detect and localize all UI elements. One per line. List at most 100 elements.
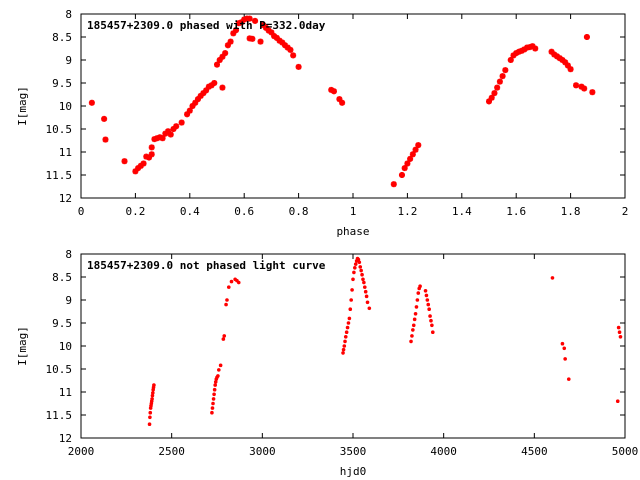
unphased-data-point — [430, 330, 435, 335]
phased-x-tick-label: 1.8 — [561, 205, 581, 218]
phased-axis-ticks: 0 0.2 0.4 0.6 0.8 1 1.2 1.4 1.6 1.8 2 8 8.5 9 9.5 10 10.… — [46, 8, 629, 218]
unphased-data-point — [224, 302, 228, 307]
phased-data-point — [222, 50, 229, 57]
unphased-data-point — [213, 380, 218, 384]
phased-data-point — [339, 99, 346, 106]
phased-data-point — [233, 27, 240, 34]
unphased-y-tick-label: 10 — [59, 340, 72, 353]
unphased-x-tick-label: 2000 — [68, 445, 95, 458]
unphased-data-point — [150, 393, 155, 398]
phased-data-point — [88, 99, 95, 106]
unphased-x-tick-label: 2500 — [158, 445, 185, 458]
unphased-data-point — [425, 298, 430, 302]
phased-data-points — [88, 15, 596, 188]
unphased-plot-title: 185457+2309.0 not phased light curve — [87, 259, 326, 272]
phased-data-point — [148, 151, 155, 158]
unphased-data-point — [211, 397, 216, 401]
unphased-data-point — [412, 317, 417, 322]
phased-x-tick-label: 0.6 — [234, 205, 254, 218]
phased-data-point — [407, 155, 414, 162]
phased-data-point — [211, 80, 218, 86]
unphased-data-point — [428, 314, 432, 318]
unphased-data-point — [343, 335, 348, 339]
unphased-data-point — [344, 330, 349, 335]
unphased-data-point — [411, 323, 416, 328]
unphased-data-point — [361, 277, 365, 282]
unphased-data-point — [225, 298, 229, 302]
unphased-data-point — [353, 262, 358, 266]
unphased-data-point — [147, 422, 152, 427]
phased-data-point — [246, 15, 253, 22]
unphased-data-point — [411, 328, 415, 332]
phased-y-tick-label: 9 — [65, 54, 72, 67]
phased-data-point — [488, 94, 495, 101]
unphased-data-point — [210, 406, 215, 410]
phased-data-point — [227, 38, 234, 45]
unphased-data-point — [563, 357, 567, 361]
unphased-y-tick-label: 8.5 — [52, 271, 72, 284]
phased-y-tick-label: 9.5 — [52, 77, 72, 90]
phased-x-tick-label: 1.4 — [452, 205, 472, 218]
phased-data-point — [409, 151, 416, 158]
phased-data-point — [287, 46, 294, 53]
unphased-data-point — [550, 276, 555, 280]
unphased-data-point — [617, 330, 622, 335]
unphased-data-point — [349, 298, 353, 302]
phased-data-point — [573, 82, 580, 89]
unphased-light-curve-panel: 2000 2500 3000 3500 4000 4500 5000 8 8.5 9 9.5 10 10… — [16, 248, 638, 478]
phased-data-point — [214, 61, 220, 68]
unphased-data-point — [367, 306, 372, 311]
unphased-data-point — [359, 268, 363, 273]
unphased-data-point — [347, 316, 352, 321]
unphased-data-point — [351, 277, 355, 282]
phased-data-point — [140, 160, 147, 167]
phased-data-point — [589, 89, 596, 96]
phased-data-point — [257, 38, 264, 45]
unphased-data-point — [616, 325, 621, 330]
unphased-x-tick-label: 4000 — [430, 445, 457, 458]
unphased-y-tick-label: 9.5 — [52, 317, 72, 330]
unphased-data-point — [352, 270, 356, 275]
phased-data-point — [167, 131, 174, 138]
phased-data-point — [295, 63, 302, 70]
unphased-data-point — [346, 321, 351, 325]
unphased-data-point — [222, 334, 227, 338]
unphased-x-axis-label: hjd0 — [340, 465, 367, 478]
unphased-data-point — [414, 305, 419, 309]
phased-data-point — [581, 85, 588, 92]
unphased-data-point — [211, 401, 215, 406]
unphased-data-point — [345, 325, 350, 330]
unphased-data-point — [566, 377, 571, 381]
unphased-data-point — [236, 280, 241, 285]
unphased-data-point — [212, 392, 216, 397]
unphased-data-point — [429, 318, 433, 323]
phased-data-point — [507, 57, 514, 63]
unphased-data-point — [413, 312, 418, 316]
unphased-data-point — [218, 363, 223, 368]
unphased-axis-ticks: 2000 2500 3000 3500 4000 4500 5000 8 8.5 9 9.5 10 10… — [46, 248, 639, 458]
unphased-data-point — [217, 368, 221, 372]
unphased-data-point — [152, 383, 156, 387]
phased-light-curve-panel: 0 0.2 0.4 0.6 0.8 1 1.2 1.4 1.6 1.8 2 8 8.5 9 9.5 10 10.… — [16, 8, 628, 238]
phased-data-point — [249, 35, 256, 42]
phased-data-point — [532, 45, 539, 52]
unphased-data-point — [342, 344, 347, 348]
unphased-data-point — [341, 351, 345, 355]
phased-x-tick-label: 0.8 — [289, 205, 309, 218]
phased-data-point — [494, 84, 501, 91]
unphased-y-tick-label: 8 — [65, 248, 72, 261]
unphased-data-point — [343, 339, 347, 344]
unphased-data-point — [426, 302, 431, 307]
phased-x-tick-label: 0.4 — [180, 205, 200, 218]
phased-y-tick-label: 10.5 — [46, 123, 73, 136]
phased-data-point — [219, 84, 226, 91]
phased-x-axis-label: phase — [336, 225, 369, 238]
unphased-data-point — [341, 347, 346, 352]
unphased-plot-frame — [80, 253, 626, 439]
phased-data-point — [173, 123, 180, 130]
phased-y-tick-label: 11.5 — [46, 169, 73, 182]
unphased-data-point — [148, 415, 152, 420]
unphased-data-point — [409, 339, 413, 344]
phased-data-point — [148, 144, 155, 151]
unphased-y-tick-label: 11 — [59, 386, 72, 399]
